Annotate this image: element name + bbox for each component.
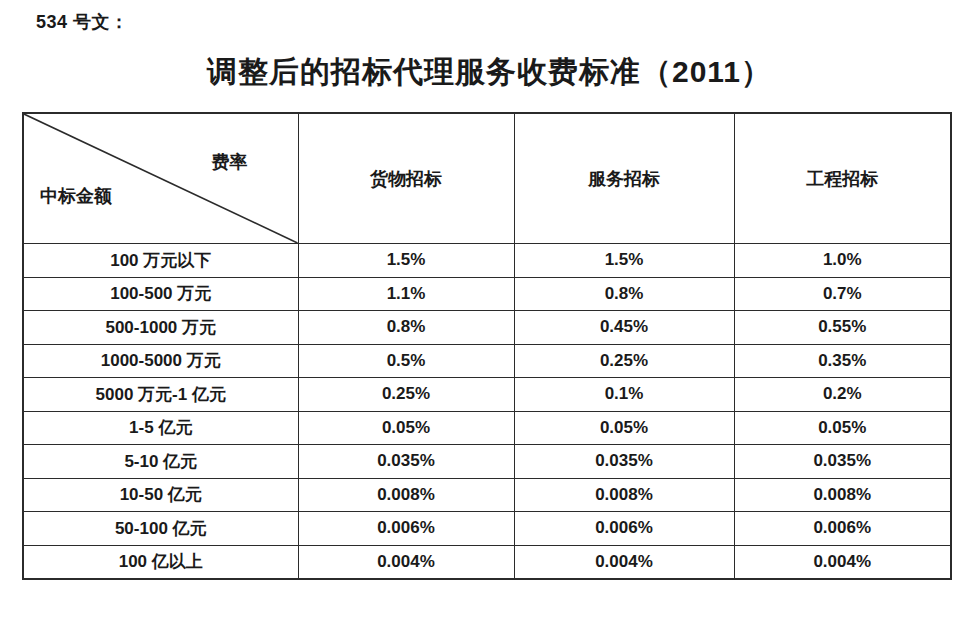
cell-goods: 0.008%	[298, 478, 514, 512]
cell-services: 0.035%	[514, 445, 734, 479]
cell-goods: 0.004%	[298, 545, 514, 579]
cell-services: 0.008%	[514, 478, 734, 512]
table-row: 100 亿以上 0.004% 0.004% 0.004%	[23, 545, 951, 579]
cell-engineering: 0.55%	[734, 311, 951, 345]
page-title: 调整后的招标代理服务收费标准（2011）	[0, 49, 979, 95]
cell-engineering: 0.2%	[734, 378, 951, 412]
row-label: 10-50 亿元	[23, 478, 298, 512]
row-label: 5000 万元-1 亿元	[23, 378, 298, 412]
cell-services: 0.004%	[514, 545, 734, 579]
cell-engineering: 0.7%	[734, 277, 951, 311]
column-header-services: 服务招标	[514, 113, 734, 244]
table-row: 1-5 亿元 0.05% 0.05% 0.05%	[23, 411, 951, 445]
cell-goods: 0.035%	[298, 445, 514, 479]
diagonal-divider-line	[24, 114, 298, 243]
cell-goods: 1.5%	[298, 244, 514, 278]
cell-engineering: 0.004%	[734, 545, 951, 579]
cell-services: 1.5%	[514, 244, 734, 278]
corner-label-bid-amount: 中标金额	[40, 184, 112, 208]
cell-goods: 0.006%	[298, 512, 514, 546]
row-label: 100 亿以上	[23, 545, 298, 579]
row-label: 500-1000 万元	[23, 311, 298, 345]
cell-services: 0.006%	[514, 512, 734, 546]
fee-rate-table: 费率 中标金额 货物招标 服务招标 工程招标 100 万元以下 1.5% 1.5…	[22, 112, 952, 580]
cell-services: 0.1%	[514, 378, 734, 412]
cell-engineering: 0.05%	[734, 411, 951, 445]
cell-engineering: 0.008%	[734, 478, 951, 512]
cell-services: 0.05%	[514, 411, 734, 445]
column-header-engineering: 工程招标	[734, 113, 951, 244]
table-row: 5-10 亿元 0.035% 0.035% 0.035%	[23, 445, 951, 479]
row-label: 100-500 万元	[23, 277, 298, 311]
table-row: 10-50 亿元 0.008% 0.008% 0.008%	[23, 478, 951, 512]
corner-label-rate: 费率	[212, 150, 248, 174]
cell-goods: 0.5%	[298, 344, 514, 378]
corner-cell: 费率 中标金额	[23, 113, 298, 244]
cell-goods: 1.1%	[298, 277, 514, 311]
table-row: 100 万元以下 1.5% 1.5% 1.0%	[23, 244, 951, 278]
row-label: 1000-5000 万元	[23, 344, 298, 378]
row-label: 50-100 亿元	[23, 512, 298, 546]
cell-goods: 0.05%	[298, 411, 514, 445]
column-header-goods: 货物招标	[298, 113, 514, 244]
cell-goods: 0.25%	[298, 378, 514, 412]
table-row: 1000-5000 万元 0.5% 0.25% 0.35%	[23, 344, 951, 378]
cell-engineering: 0.35%	[734, 344, 951, 378]
row-label: 100 万元以下	[23, 244, 298, 278]
cell-engineering: 1.0%	[734, 244, 951, 278]
table-row: 500-1000 万元 0.8% 0.45% 0.55%	[23, 311, 951, 345]
cell-services: 0.8%	[514, 277, 734, 311]
doc-reference: 534 号文：	[0, 0, 979, 34]
cell-engineering: 0.006%	[734, 512, 951, 546]
header-row: 费率 中标金额 货物招标 服务招标 工程招标	[23, 113, 951, 244]
cell-engineering: 0.035%	[734, 445, 951, 479]
row-label: 1-5 亿元	[23, 411, 298, 445]
cell-goods: 0.8%	[298, 311, 514, 345]
table-row: 5000 万元-1 亿元 0.25% 0.1% 0.2%	[23, 378, 951, 412]
row-label: 5-10 亿元	[23, 445, 298, 479]
cell-services: 0.25%	[514, 344, 734, 378]
table-row: 100-500 万元 1.1% 0.8% 0.7%	[23, 277, 951, 311]
table-row: 50-100 亿元 0.006% 0.006% 0.006%	[23, 512, 951, 546]
cell-services: 0.45%	[514, 311, 734, 345]
